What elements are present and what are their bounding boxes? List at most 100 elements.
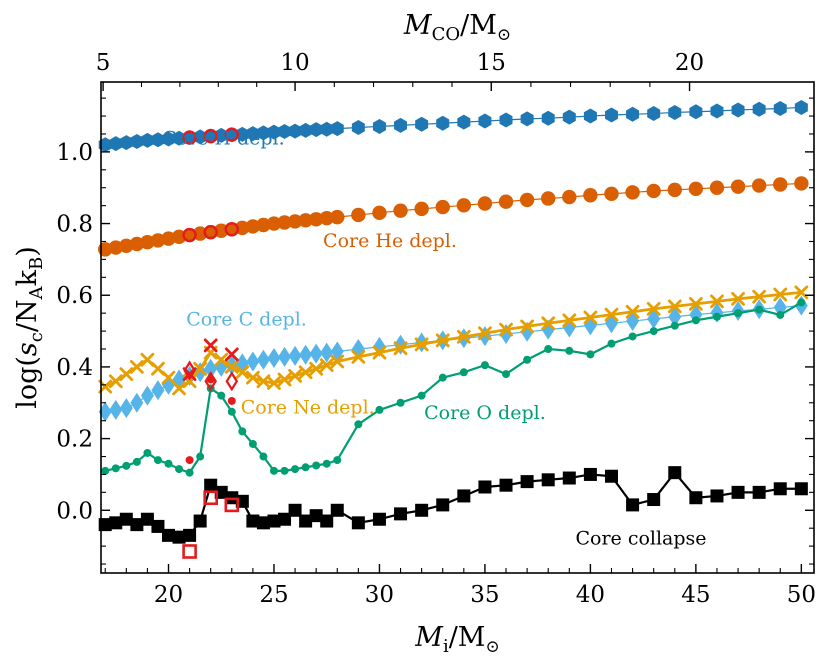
data-point-h: [689, 104, 703, 120]
highlight-point-o: [185, 456, 194, 465]
data-point-ne: [541, 316, 556, 331]
data-point-ne: [330, 354, 345, 369]
data-point-cc: [541, 473, 555, 487]
data-point-cc: [372, 512, 386, 526]
data-point-o: [185, 468, 194, 477]
series-labels: Core H depl. Core He depl. Core C depl. Cor…: [162, 128, 707, 550]
data-point-o: [164, 459, 173, 468]
data-point-c: [130, 392, 144, 413]
data-point-cc: [436, 498, 450, 512]
data-point-o: [502, 370, 511, 379]
data-point-he: [393, 203, 408, 218]
data-point-he: [498, 194, 514, 209]
data-point-he: [192, 226, 208, 241]
data-point-h: [278, 123, 292, 139]
data-point-he: [477, 196, 493, 211]
data-point-o: [607, 339, 616, 348]
data-point-h: [172, 130, 186, 146]
data-point-he: [794, 176, 809, 191]
data-point-ne: [298, 365, 313, 380]
data-point-ne: [435, 333, 450, 348]
data-point-ne: [562, 313, 577, 328]
data-point-c: [267, 347, 281, 368]
series-o: [101, 298, 806, 477]
data-point-ne: [688, 296, 703, 311]
data-point-h: [351, 120, 365, 136]
highlight-point-cc: [182, 544, 197, 559]
data-point-cc: [710, 489, 724, 503]
series-he: [98, 176, 809, 257]
data-point-h: [457, 114, 471, 130]
data-point-h: [626, 106, 640, 122]
data-point-he: [435, 199, 450, 215]
data-point-o: [396, 398, 405, 407]
data-point-cc: [162, 528, 176, 542]
data-point-h: [710, 103, 724, 119]
data-point-h: [436, 115, 450, 131]
data-point-c: [299, 344, 313, 365]
data-point-cc: [256, 516, 270, 530]
data-point-cc: [130, 518, 144, 532]
data-point-o: [132, 457, 141, 466]
data-point-ne: [393, 341, 408, 356]
top-axis-label: MCO/M⊙: [403, 10, 511, 45]
data-point-cc: [752, 485, 766, 499]
data-point-ne: [414, 337, 429, 352]
data-point-cc: [731, 485, 745, 499]
data-point-ne: [604, 307, 619, 322]
highlight-point-he: [182, 227, 197, 243]
data-point-o: [333, 456, 342, 465]
data-point-h: [288, 123, 302, 139]
data-point-he: [562, 189, 577, 205]
data-point-he: [646, 183, 661, 199]
data-point-cc: [689, 491, 703, 505]
highlight-point-h: [182, 130, 197, 145]
data-point-cc: [668, 466, 682, 480]
x-tick-label: 20: [154, 582, 183, 608]
y-tick-label: 0.2: [56, 427, 93, 453]
series-h: [98, 99, 808, 153]
data-point-ne: [172, 381, 186, 396]
data-point-h: [415, 116, 429, 132]
data-point-o: [375, 405, 384, 414]
data-point-cc: [583, 467, 597, 481]
data-point-h: [562, 109, 576, 125]
data-point-o: [776, 310, 785, 319]
x-tick-label: 45: [681, 582, 710, 608]
data-point-o: [586, 350, 595, 359]
data-point-cc: [267, 514, 281, 528]
data-point-ne: [161, 370, 176, 385]
highlight-point-ne: [203, 338, 218, 353]
data-point-cc: [278, 512, 292, 526]
data-point-o: [691, 316, 700, 325]
data-point-o: [544, 345, 553, 354]
data-point-he: [256, 217, 271, 233]
data-point-ne: [773, 287, 788, 302]
series-label-cc: Core collapse: [575, 527, 706, 549]
data-point-he: [773, 177, 788, 192]
data-point-he: [287, 214, 303, 229]
data-point-o: [175, 465, 184, 474]
data-point-he: [298, 213, 313, 228]
data-point-cc: [457, 489, 471, 503]
data-point-o: [670, 321, 679, 330]
data-point-ne: [119, 367, 134, 381]
data-point-he: [245, 219, 261, 234]
data-point-o: [734, 309, 743, 318]
highlight-point-o: [206, 375, 215, 384]
highlight-point-he: [224, 222, 239, 237]
data-point-h: [773, 101, 787, 117]
data-point-ne: [277, 372, 292, 387]
data-point-h: [235, 126, 249, 142]
data-point-o: [797, 298, 806, 307]
data-point-h: [320, 121, 334, 137]
data-point-h: [605, 107, 618, 123]
series-label-o: Core O depl.: [424, 402, 546, 424]
data-point-cc: [288, 503, 302, 517]
data-layer: [98, 99, 809, 559]
series-label-he: Core He depl.: [323, 230, 457, 252]
data-point-ne: [667, 299, 682, 314]
x-tick-label: 50: [787, 582, 816, 608]
data-point-ne: [372, 345, 387, 360]
data-point-cc: [773, 482, 787, 496]
